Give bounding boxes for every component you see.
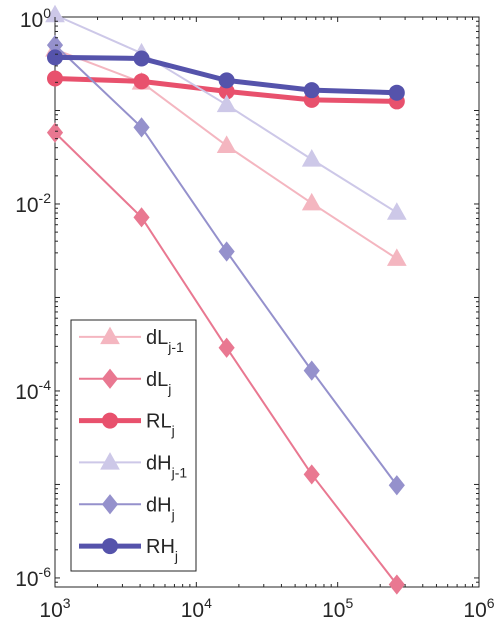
data-point xyxy=(303,360,320,381)
y-tick-label: 10-2 xyxy=(15,190,51,217)
legend-marker xyxy=(101,368,119,389)
x-tick-label: 105 xyxy=(322,595,353,622)
series-layer xyxy=(45,4,407,595)
data-point xyxy=(303,82,320,99)
data-point xyxy=(133,117,150,138)
series-RH-j xyxy=(47,49,405,101)
data-point xyxy=(216,135,237,153)
legend-entry: dLj-1 xyxy=(79,326,184,355)
data-point xyxy=(133,73,150,90)
data-point xyxy=(218,241,235,262)
data-point xyxy=(388,84,405,101)
x-tick-label: 106 xyxy=(463,595,494,622)
legend-entry: dLj xyxy=(79,368,171,397)
legend-entry: RHj xyxy=(79,536,178,564)
legend-marker xyxy=(100,452,120,470)
data-point xyxy=(386,248,407,266)
legend-entry: dHj-1 xyxy=(79,452,187,480)
data-point xyxy=(301,192,322,211)
data-point xyxy=(47,70,63,87)
legend-label: dLj xyxy=(146,369,171,397)
x-tick-label: 104 xyxy=(181,595,212,622)
legend: dLj-1 dLj RLj dHj-1 dHj RHj xyxy=(70,319,197,572)
y-tick-label: 10-6 xyxy=(15,564,51,591)
data-point xyxy=(46,122,64,143)
legend-marker xyxy=(102,538,118,555)
data-point xyxy=(47,49,63,66)
x-tick-label: 103 xyxy=(39,595,70,622)
axis-layer: 103 104 105 106 100 10-2 10-4 10-6 xyxy=(15,5,495,622)
y-tick-label: 100 xyxy=(20,5,51,32)
legend-marker xyxy=(101,494,119,515)
legend-label: dHj xyxy=(146,494,175,522)
legend-label: RHj xyxy=(146,536,178,564)
data-point xyxy=(133,50,150,67)
data-point xyxy=(388,574,405,595)
data-point xyxy=(301,149,322,167)
data-point xyxy=(216,94,237,113)
data-point xyxy=(388,475,405,496)
series-dL-j xyxy=(46,122,405,595)
legend-box xyxy=(70,319,197,572)
data-point xyxy=(303,464,320,485)
data-point xyxy=(386,202,407,220)
data-point xyxy=(133,207,150,228)
legend-label: RLj xyxy=(146,411,175,439)
legend-entry: RLj xyxy=(79,411,175,439)
y-tick-label: 10-4 xyxy=(15,377,51,404)
legend-label: dHj-1 xyxy=(146,452,187,480)
data-point xyxy=(218,337,235,358)
data-point xyxy=(218,72,235,89)
series-dH-j xyxy=(46,35,405,496)
legend-marker xyxy=(100,326,120,345)
legend-label: dLj-1 xyxy=(146,327,184,355)
legend-entry: dHj xyxy=(79,494,175,522)
legend-marker xyxy=(102,412,118,429)
